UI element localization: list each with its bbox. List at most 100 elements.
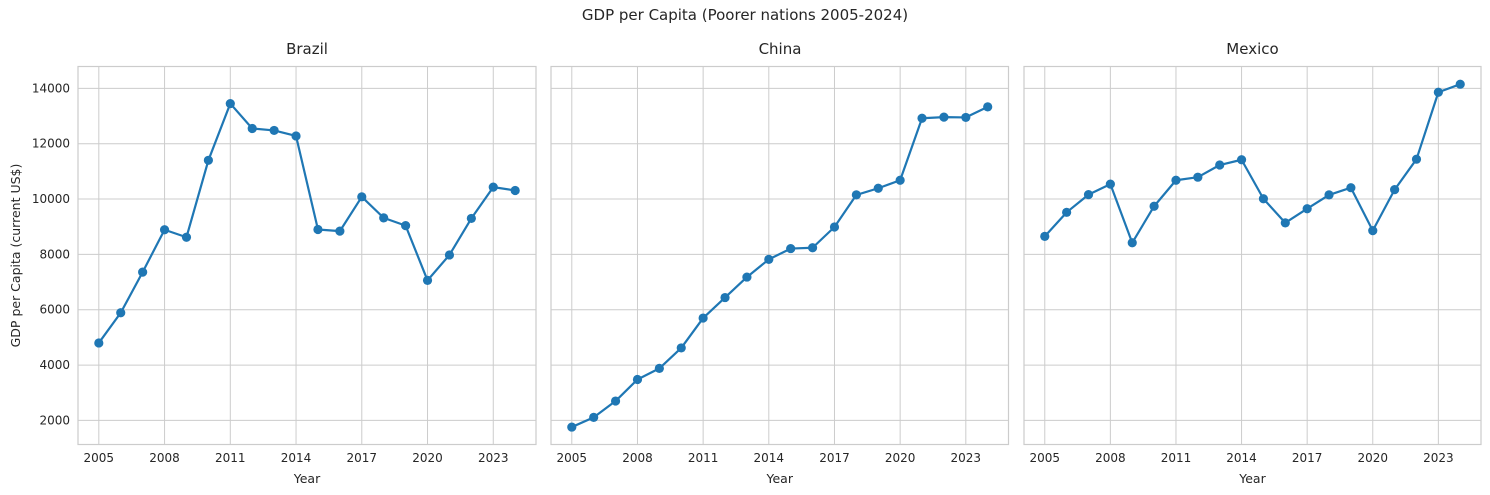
data-point xyxy=(1171,175,1181,185)
data-point xyxy=(379,213,389,223)
x-tick-label: 2017 xyxy=(347,451,378,465)
data-line xyxy=(97,102,517,345)
data-point xyxy=(225,98,235,109)
data-point xyxy=(1040,231,1050,242)
x-tick-label: 2017 xyxy=(819,451,850,465)
data-point xyxy=(1455,79,1465,89)
data-point xyxy=(764,254,774,264)
data-point xyxy=(1127,238,1137,248)
x-tick-label: 2011 xyxy=(688,451,719,465)
data-point xyxy=(829,222,840,232)
x-tick-label: 2014 xyxy=(1226,451,1257,465)
y-axis-label: GDP per Capita (current US$) xyxy=(8,164,23,348)
x-tick-label: 2020 xyxy=(1357,451,1388,465)
subplot-title-mexico: Mexico xyxy=(1226,40,1279,58)
data-point xyxy=(632,374,643,385)
y-tick-label: 10000 xyxy=(32,192,70,206)
data-point xyxy=(720,292,730,303)
data-point xyxy=(895,175,905,185)
data-point xyxy=(181,232,192,242)
data-point xyxy=(1258,194,1269,204)
data-point xyxy=(851,190,861,200)
x-tick-label: 2008 xyxy=(149,451,180,465)
y-tick-label: 4000 xyxy=(39,358,70,372)
data-point xyxy=(247,123,257,134)
x-tick-label: 2020 xyxy=(412,451,443,465)
subplot-china: 2005 2008 2011 2014 2017 2020 2023 Year xyxy=(550,65,1010,486)
data-point xyxy=(1149,201,1159,211)
data-point xyxy=(807,243,818,253)
data-point xyxy=(1193,172,1203,182)
data-point xyxy=(742,272,752,282)
data-point xyxy=(1433,87,1443,97)
data-point xyxy=(786,243,796,254)
data-point xyxy=(1062,207,1072,217)
data-point xyxy=(313,224,323,235)
data-point xyxy=(698,313,708,323)
y-tick-label: 2000 xyxy=(39,413,70,427)
x-axis-label: Year xyxy=(766,471,794,486)
data-point xyxy=(917,113,927,123)
data-point xyxy=(939,112,949,122)
data-point xyxy=(203,155,213,165)
data-point xyxy=(422,275,433,286)
x-tick-label: 2023 xyxy=(951,451,982,465)
y-tick-label: 8000 xyxy=(39,247,70,261)
data-point xyxy=(1324,190,1334,200)
x-axis-label: Year xyxy=(1238,471,1266,486)
y-tick-label: 14000 xyxy=(32,81,70,95)
data-point xyxy=(961,112,971,123)
plot-border xyxy=(77,65,537,446)
data-point xyxy=(291,131,301,141)
data-point xyxy=(1280,218,1290,228)
x-tick-label: 2023 xyxy=(478,451,509,465)
data-point xyxy=(676,343,686,353)
data-point xyxy=(610,396,621,406)
figure-title: GDP per Capita (Poorer nations 2005-2024… xyxy=(581,6,909,24)
plot-border xyxy=(550,65,1010,446)
data-point xyxy=(1215,160,1225,170)
data-point xyxy=(873,183,883,193)
data-point xyxy=(510,185,520,196)
data-point xyxy=(567,422,577,432)
x-tick-label: 2005 xyxy=(557,451,588,465)
data-point xyxy=(269,125,279,136)
data-point xyxy=(1236,155,1247,165)
data-point xyxy=(1302,204,1312,214)
x-tick-label: 2011 xyxy=(1161,451,1192,465)
x-tick-label: 2023 xyxy=(1423,451,1454,465)
data-point xyxy=(357,192,367,202)
data-point xyxy=(444,250,455,260)
x-tick-label: 2008 xyxy=(1095,451,1126,465)
subplot-mexico: 2005 2008 2011 2014 2017 2020 2023 Year xyxy=(1023,65,1482,486)
data-point xyxy=(466,213,476,224)
data-point xyxy=(138,267,148,277)
x-tick-label: 2008 xyxy=(622,451,653,465)
data-point xyxy=(335,226,345,236)
data-point xyxy=(401,221,411,231)
data-point xyxy=(1105,179,1115,189)
data-point xyxy=(94,338,104,348)
x-tick-label: 2005 xyxy=(1029,451,1060,465)
x-tick-label: 2020 xyxy=(885,451,916,465)
x-axis-label: Year xyxy=(293,471,321,486)
x-tick-label: 2014 xyxy=(281,451,312,465)
data-point xyxy=(116,308,126,318)
data-point xyxy=(1083,190,1094,200)
y-tick-label: 12000 xyxy=(32,137,70,151)
x-tick-label: 2017 xyxy=(1292,451,1323,465)
x-tick-label: 2011 xyxy=(215,451,246,465)
data-point xyxy=(1368,225,1378,236)
data-point xyxy=(589,412,599,422)
y-tick-label: 6000 xyxy=(39,303,70,317)
data-point xyxy=(1411,154,1422,164)
subplot-title-brazil: Brazil xyxy=(286,40,328,58)
data-point xyxy=(159,225,170,235)
data-point xyxy=(983,102,993,112)
data-point xyxy=(488,182,498,192)
data-line xyxy=(1043,83,1462,244)
data-point xyxy=(654,363,664,374)
subplot-title-china: China xyxy=(758,40,802,58)
